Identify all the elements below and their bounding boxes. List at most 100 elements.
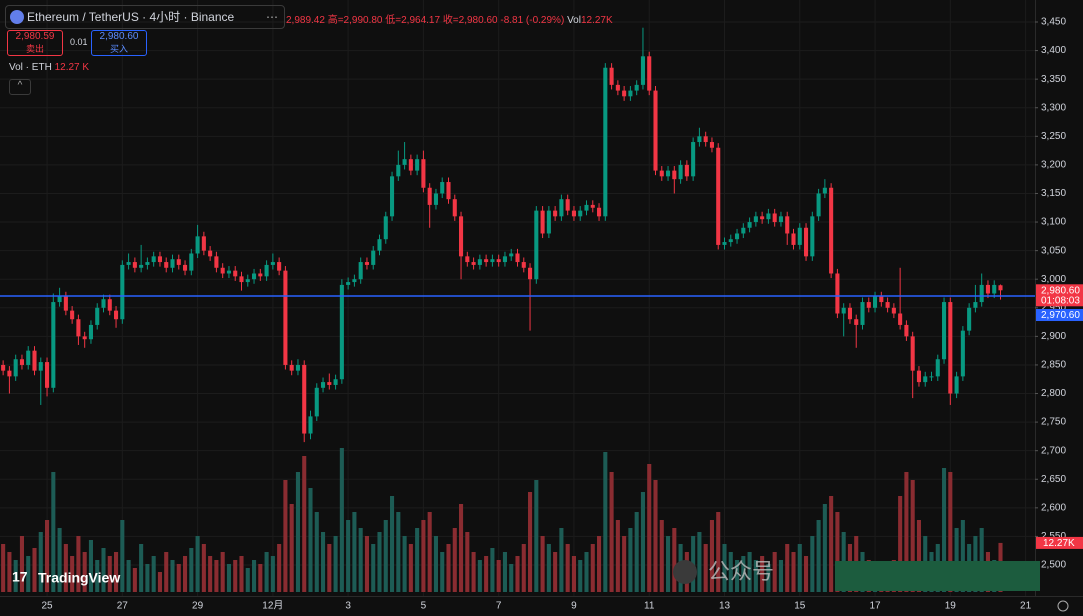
volume-bar [333,536,338,592]
candle-body [653,90,658,171]
candle-body [954,376,959,394]
x-tick-label: 15 [794,601,806,612]
candle-body [534,210,539,280]
candle-body [195,236,200,254]
volume-bar [954,528,959,592]
volume-bar [26,556,31,592]
ohlc-legend: 2,989.42 高=2,990.80 低=2,964.17 收=2,980.6… [286,11,613,26]
y-tick-label: 2,750 [1041,417,1066,428]
candle-body [289,364,294,371]
vol-label: Vol [567,15,581,26]
candle-body [634,84,639,91]
candle-body [63,296,68,311]
volume-bar [490,548,495,592]
volume-bar [766,564,771,592]
volume-bar [314,512,319,592]
y-tick-label: 3,000 [1041,274,1066,285]
volume-bar [559,528,564,592]
candle-body [565,199,570,211]
volume-bar [804,556,809,592]
volume-bar [201,544,206,592]
volume-bar [578,560,583,592]
candle-body [201,236,206,251]
countdown: 01:08:03 [1041,295,1080,306]
x-tick-label: 3 [345,601,351,612]
sell-button[interactable]: 2,980.59 卖出 [7,30,63,56]
volume-bar [308,488,313,592]
candle-body [7,370,12,377]
volume-badge [1036,536,1083,549]
buy-button[interactable]: 2,980.60 买入 [91,30,147,56]
candle-body [446,182,451,200]
y-tick-label: 2,650 [1041,474,1066,485]
candle-body [866,302,871,308]
symbol-box[interactable]: Ethereum / TetherUS · 4小时 · Binance ⋯ [5,5,285,29]
volume-bar [220,552,225,592]
candle-body [502,256,507,263]
volume-bar [465,532,470,592]
settings-icon[interactable] [1057,600,1069,612]
y-tick-label: 3,450 [1041,17,1066,28]
candle-body [772,213,777,223]
y-tick-label: 3,400 [1041,45,1066,56]
volume-bar [239,556,244,592]
candle-body [829,187,834,274]
candle-body [929,376,934,378]
volume-bar [666,536,671,592]
y-tick-label: 2,800 [1041,388,1066,399]
collapse-button[interactable]: ^ [9,79,31,95]
x-tick-label: 7 [496,601,502,612]
volume-bar [653,480,658,592]
volume-bar [609,472,614,592]
volume-bar [835,512,840,592]
candle-body [528,267,533,280]
candle-body [584,204,589,211]
candle-body [847,307,852,320]
change: -8.81 (-0.29%) [500,15,565,26]
indicator-name: Vol · ETH [9,62,52,73]
volume-bar [1,544,6,592]
volume-bar [277,544,282,592]
candle-body [176,259,181,265]
candle-body [590,204,595,208]
volume-bar [640,492,645,592]
candle-body [364,262,369,265]
candle-body [164,262,169,268]
volume-bar [402,536,407,592]
candle-body [239,276,244,283]
volume-bar [295,472,300,592]
volume-bar [321,532,326,592]
candle-body [383,216,388,240]
volume-bar [546,544,551,592]
candle-body [822,187,827,194]
candle-body [120,264,125,320]
volume-bar [270,556,275,592]
volume-bar [63,544,68,592]
volume-bar [797,544,802,592]
volume-bar [396,512,401,592]
candle-body [760,216,765,220]
volume-bar [916,520,921,592]
more-dots[interactable]: ⋯ [266,10,278,24]
volume-bar [390,496,395,592]
candle-body [57,296,62,303]
candle-body [597,207,602,217]
line-price-badge [1036,309,1083,322]
x-tick-label: 19 [945,601,957,612]
high: 高=2,990.80 [327,15,383,26]
volume-bar [709,520,714,592]
volume-bar [590,544,595,592]
volume-bar [948,472,953,592]
volume-bar [377,532,382,592]
volume-bar [565,544,570,592]
volume-bar [628,528,633,592]
candle-body [283,270,288,365]
candle-body [465,256,470,263]
volume-bar [471,552,476,592]
volume-bar [120,520,125,592]
candle-body [948,302,953,394]
candle-body [252,273,257,280]
volume-bar [904,472,909,592]
candle-body [735,233,740,240]
candle-body [471,262,476,265]
